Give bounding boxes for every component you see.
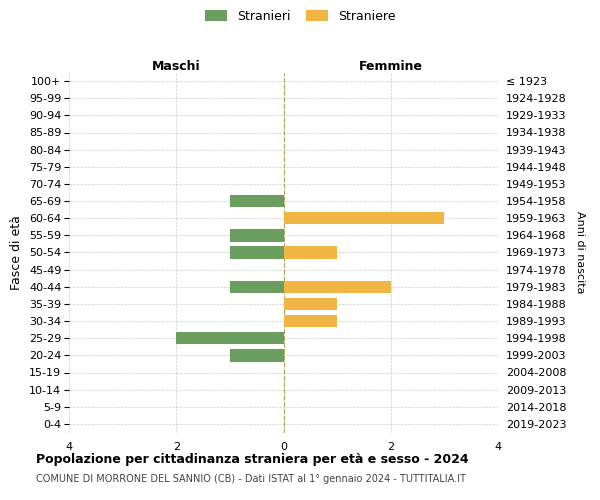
Bar xyxy=(284,315,337,327)
Y-axis label: Anni di nascita: Anni di nascita xyxy=(575,211,585,294)
Bar xyxy=(284,246,337,258)
Bar xyxy=(230,195,284,207)
Bar xyxy=(230,349,284,362)
Text: Maschi: Maschi xyxy=(152,60,200,72)
Text: COMUNE DI MORRONE DEL SANNIO (CB) - Dati ISTAT al 1° gennaio 2024 - TUTTITALIA.I: COMUNE DI MORRONE DEL SANNIO (CB) - Dati… xyxy=(36,474,466,484)
Bar xyxy=(284,298,337,310)
Text: Femmine: Femmine xyxy=(359,60,423,72)
Bar xyxy=(284,280,391,293)
Y-axis label: Fasce di età: Fasce di età xyxy=(10,215,23,290)
Bar xyxy=(284,212,445,224)
Bar xyxy=(176,332,284,344)
Text: Popolazione per cittadinanza straniera per età e sesso - 2024: Popolazione per cittadinanza straniera p… xyxy=(36,452,469,466)
Legend: Stranieri, Straniere: Stranieri, Straniere xyxy=(199,5,401,28)
Bar xyxy=(230,246,284,258)
Bar xyxy=(230,280,284,293)
Bar xyxy=(230,229,284,241)
